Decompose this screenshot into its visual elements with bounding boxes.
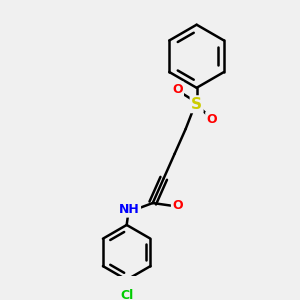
- Text: O: O: [206, 113, 217, 126]
- Text: O: O: [172, 199, 183, 212]
- Text: NH: NH: [119, 203, 140, 216]
- Text: O: O: [172, 83, 183, 96]
- Text: Cl: Cl: [120, 289, 133, 300]
- Text: S: S: [191, 97, 202, 112]
